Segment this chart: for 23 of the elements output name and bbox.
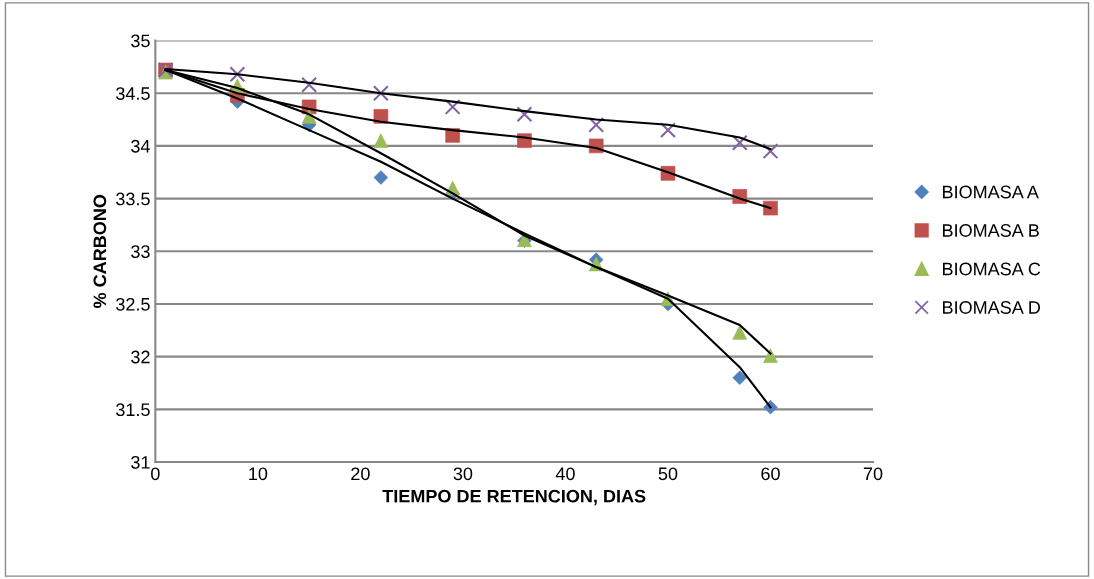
y-tick-label: 32.5	[116, 297, 150, 311]
x-axis-title: TIEMPO DE RETENCION, DIAS	[382, 489, 646, 506]
y-tick-label: 35	[131, 34, 150, 48]
y-tick-label: 34	[131, 139, 150, 153]
x-tick-label: 70	[863, 467, 883, 481]
y-tick-label: 31.5	[116, 403, 150, 417]
x-tick-label: 60	[761, 467, 780, 481]
legend-label: BIOMASA D	[943, 301, 1040, 314]
x-tick-label: 30	[453, 467, 473, 481]
y-tick-label: 33	[131, 245, 150, 259]
x-tick-label: 50	[658, 467, 678, 481]
legend-label: BIOMASA A	[943, 185, 1039, 199]
x-tick-label: 0	[151, 467, 160, 481]
y-tick-label: 34.5	[116, 87, 150, 100]
y-axis-title: % CARBONO	[93, 194, 107, 309]
y-tick-label: 33.5	[116, 192, 150, 206]
y-tick-label: 32	[131, 350, 150, 364]
x-tick-label: 20	[351, 467, 370, 481]
y-tick-label: 31	[131, 455, 150, 469]
x-tick-label: 40	[555, 467, 575, 481]
legend-label: BIOMASA B	[943, 224, 1039, 237]
legend-label: BIOMASA C	[943, 262, 1041, 276]
x-tick-label: 10	[249, 467, 268, 481]
